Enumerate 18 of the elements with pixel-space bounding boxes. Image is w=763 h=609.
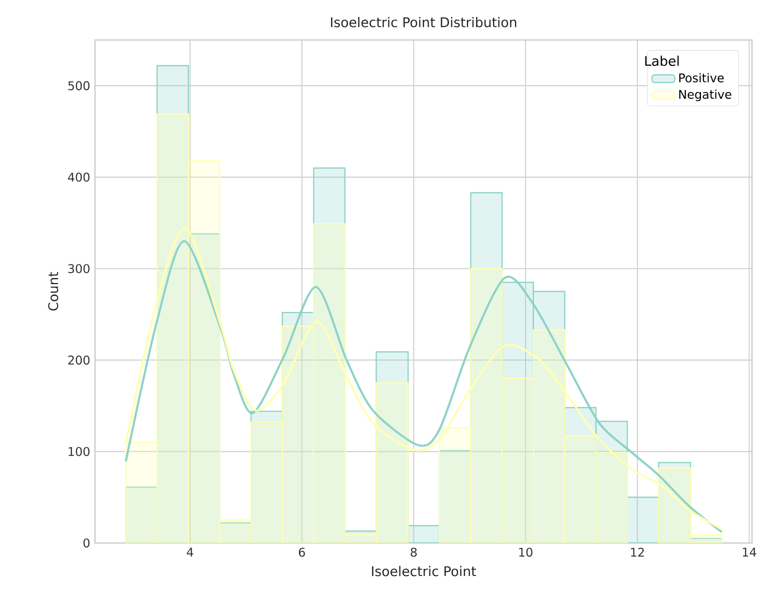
y-tick-label: 300 [68,264,90,274]
x-tick-label: 8 [410,548,417,557]
legend-label: Negative [679,90,732,102]
legend-title: Label [645,56,679,66]
y-tick-label: 500 [68,81,90,90]
x-tick-label: 4 [186,548,194,556]
x-tick-label: 10 [519,548,532,557]
x-axis-title: Isoelectric Point [372,566,476,576]
x-tick-label: 6 [298,548,305,557]
y-tick-label: 400 [68,172,90,182]
x-tick-label: 12 [631,548,644,557]
y-tick-label: 200 [68,356,90,365]
chart-title: Isoelectric Point Distribution [331,16,516,28]
legend-label: Positive [679,73,724,82]
y-tick-label: 0 [83,538,90,548]
x-tick-label: 14 [742,548,756,556]
y-axis-title: Count [48,272,58,311]
y-tick-label: 100 [68,446,90,456]
